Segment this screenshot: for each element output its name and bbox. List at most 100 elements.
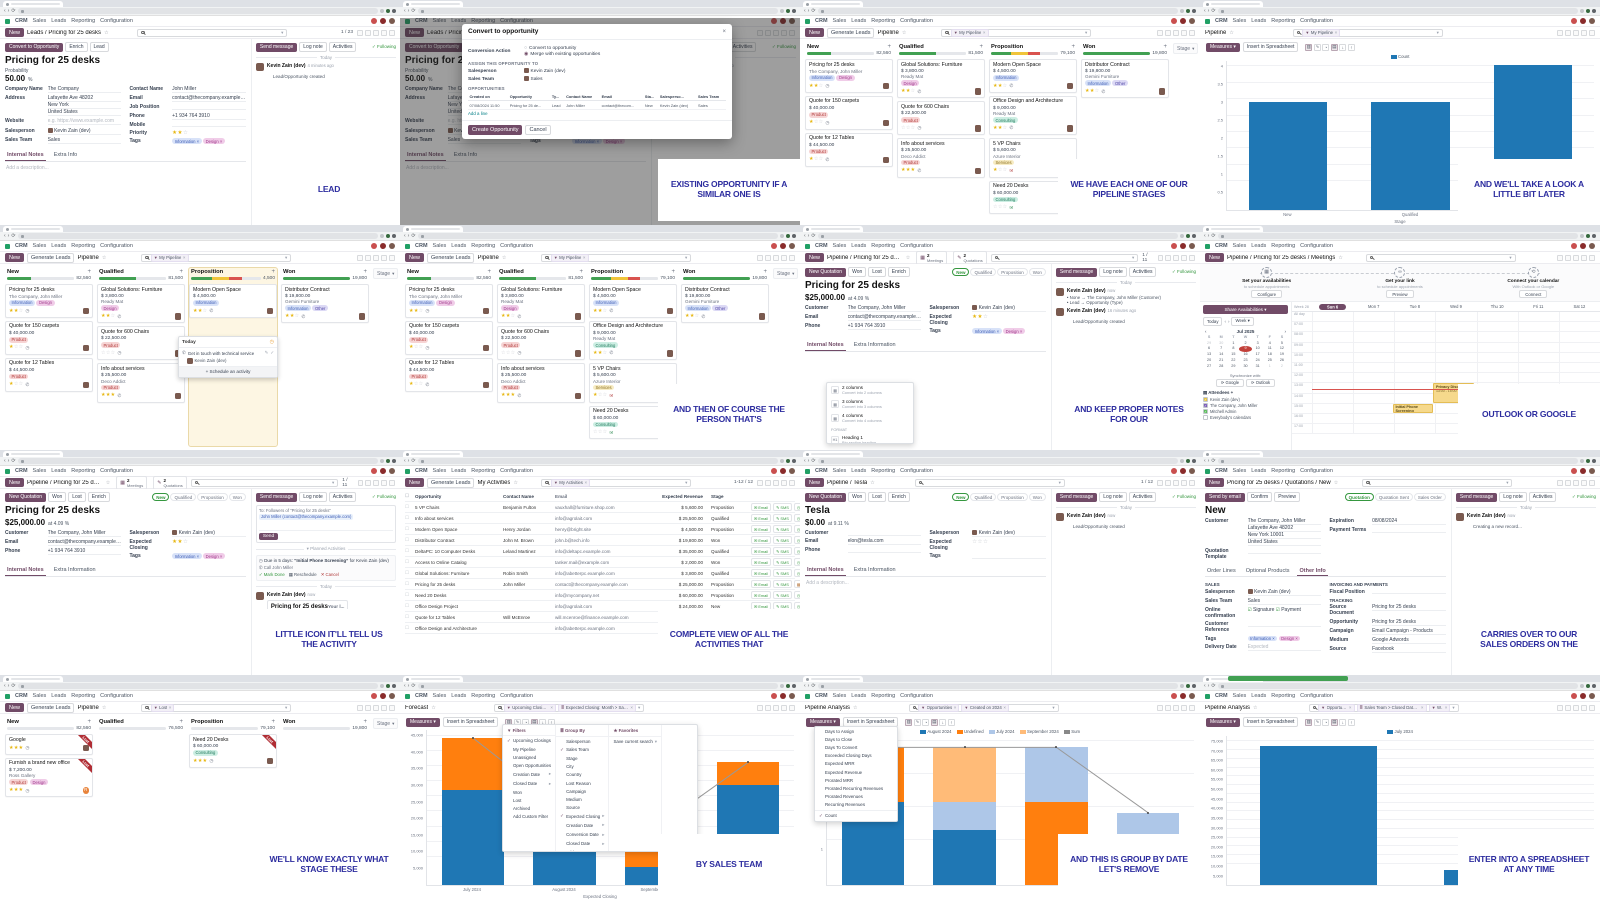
mini-next-icon[interactable]: ›: [1284, 328, 1286, 334]
view-switcher-icon[interactable]: [372, 254, 379, 261]
enrich-button[interactable]: Enrich: [887, 267, 910, 277]
send-message-button[interactable]: Send message: [255, 492, 298, 502]
menu-configuration[interactable]: Configuration: [900, 468, 933, 474]
back-icon[interactable]: ‹: [404, 7, 406, 14]
search-bar[interactable]: ▾: [990, 253, 1139, 262]
mini-day[interactable]: 5: [1280, 340, 1283, 345]
groupby-salesperson[interactable]: Salesperson: [556, 737, 608, 745]
search-bar[interactable]: ▼ Upcoming Closings × ≣ Expected Closing: Mo…: [494, 703, 645, 712]
kanban-card[interactable]: Pricing for 25 desks The Company, John Mi…: [405, 284, 493, 318]
hour-cell[interactable]: [1435, 332, 1476, 342]
view-switcher-icon[interactable]: [1572, 29, 1579, 36]
enrich-button[interactable]: Enrich: [887, 492, 910, 502]
browser-menu-icon[interactable]: [1192, 459, 1196, 463]
phone-icon[interactable]: ✆: [1101, 88, 1106, 94]
kanban-card[interactable]: Info about services $ 25,500.00 Deco Addic…: [497, 363, 585, 403]
url-bar[interactable]: [817, 233, 1178, 239]
filter-won[interactable]: Won: [503, 788, 555, 796]
notes-area[interactable]: Add a description...: [6, 164, 49, 171]
status-pill-sales-order[interactable]: Sales Order: [1413, 493, 1446, 501]
stage-progressbar[interactable]: [807, 52, 875, 55]
activity-clock-icon[interactable]: ◷: [25, 344, 30, 350]
measure-item-days-to-convert[interactable]: Days To Convert: [815, 743, 897, 751]
tab-internal-notes[interactable]: Internal Notes: [5, 566, 46, 576]
view-switcher-icon[interactable]: [1172, 29, 1179, 36]
priority-stars[interactable]: ★★★: [501, 393, 515, 398]
kanban-card[interactable]: Quote for 150 carpets $ 40,000.00 Product ★…: [5, 320, 93, 355]
browser-tab[interactable]: [1203, 1, 1263, 7]
view-switcher-icon[interactable]: [1580, 29, 1587, 36]
app-brand[interactable]: CRM: [15, 18, 28, 24]
snooze-activity-button[interactable]: ◷ Snooze 7d: [793, 514, 800, 522]
search-options-caret-icon[interactable]: ▾: [1509, 254, 1512, 260]
hour-cell[interactable]: [1558, 362, 1600, 373]
view-switcher-icon[interactable]: [1573, 254, 1579, 261]
remove-facet-icon[interactable]: ×: [582, 255, 586, 260]
menu-sales[interactable]: Sales: [32, 468, 47, 474]
line-chart-icon[interactable]: ∿: [1313, 718, 1321, 726]
search-facet[interactable]: ▼ Lost ×: [150, 703, 175, 712]
legend-item[interactable]: Sum: [1063, 729, 1080, 734]
view-switcher-icon[interactable]: [756, 254, 763, 261]
browser-menu-icon[interactable]: [1592, 459, 1596, 463]
odoo-apps-icon[interactable]: [1205, 693, 1210, 699]
send-message-button[interactable]: Send message: [1055, 492, 1098, 502]
hour-cell[interactable]: [1394, 373, 1435, 383]
status-pill-quotation-sent[interactable]: Quotation Sent: [1374, 493, 1413, 501]
groupby-expected-closing[interactable]: ✓ Expected Closing ▸: [556, 812, 608, 821]
odoo-apps-icon[interactable]: [405, 693, 410, 699]
list-row[interactable]: ☐ Modern Open Space Henry Jordan henry@brig…: [405, 524, 800, 535]
messages-icon[interactable]: [371, 18, 377, 24]
mini-day[interactable]: 17: [1255, 352, 1260, 357]
field-value-payment-terms[interactable]: [1372, 527, 1446, 533]
profile-avatar[interactable]: [386, 234, 390, 238]
messages-icon[interactable]: [771, 243, 777, 249]
reload-icon[interactable]: ⟳: [811, 232, 816, 239]
view-switcher-icon[interactable]: [357, 479, 364, 486]
groupby-city[interactable]: City: [556, 763, 608, 771]
snooze-activity-button[interactable]: ◷ Snooze 7d: [793, 547, 800, 555]
activity-clock-icon[interactable]: ◷: [917, 125, 922, 131]
view-switcher-icon[interactable]: [372, 704, 379, 711]
menu-sales[interactable]: Sales: [832, 243, 847, 249]
back-icon[interactable]: ‹: [1204, 7, 1206, 14]
filter-open-opportunities[interactable]: Open Opportunities: [503, 762, 555, 770]
assign-value[interactable]: Kevin Zain (dev): [524, 68, 565, 74]
profile-avatar[interactable]: [1586, 9, 1590, 13]
extensions-icon[interactable]: [1180, 234, 1184, 238]
forward-icon[interactable]: ›: [407, 457, 410, 464]
add-record-icon[interactable]: +: [179, 719, 183, 725]
remove-facet-icon[interactable]: ×: [630, 705, 633, 710]
search-bar[interactable]: ▾: [137, 28, 288, 37]
menu-leads[interactable]: Leads: [451, 468, 467, 474]
view-switcher-icon[interactable]: [364, 704, 371, 711]
priority-stars[interactable]: ★★☆: [593, 309, 607, 314]
enrich-button[interactable]: Enrich: [65, 42, 88, 52]
new-button[interactable]: New: [405, 28, 425, 37]
hour-cell[interactable]: [1476, 332, 1518, 342]
back-icon[interactable]: ‹: [404, 682, 406, 689]
priority-stars[interactable]: ★☆☆: [809, 120, 823, 125]
view-switcher-icon[interactable]: [1165, 254, 1172, 261]
forward-icon[interactable]: ›: [7, 232, 10, 239]
mini-day[interactable]: 1: [1268, 364, 1271, 369]
measure-item-days-to-assign[interactable]: Days to Assign: [815, 727, 897, 735]
line-chart-icon[interactable]: ∿: [913, 718, 921, 726]
lost-button[interactable]: Lost: [868, 267, 886, 277]
following-toggle[interactable]: ✓ Following: [1171, 269, 1196, 274]
menu-leads[interactable]: Leads: [851, 693, 867, 699]
menu-configuration[interactable]: Configuration: [900, 693, 933, 699]
tag-information[interactable]: Information ×: [572, 138, 602, 144]
extensions-icon[interactable]: [1580, 9, 1584, 13]
tab-extra-information[interactable]: Extra Information: [853, 567, 896, 574]
activity-clock-icon[interactable]: ◷: [25, 308, 30, 314]
hour-cell[interactable]: [1312, 322, 1353, 332]
phone-icon[interactable]: ✆: [117, 313, 122, 319]
hour-cell[interactable]: [1394, 322, 1435, 332]
forward-icon[interactable]: ›: [807, 682, 810, 689]
col-contactname[interactable]: Contact Name: [564, 93, 601, 101]
done-activity-icon[interactable]: ✓: [270, 350, 274, 355]
hour-cell[interactable]: [1394, 362, 1435, 373]
odoo-apps-icon[interactable]: [1205, 468, 1210, 474]
stage-pill-new[interactable]: New: [952, 268, 970, 276]
